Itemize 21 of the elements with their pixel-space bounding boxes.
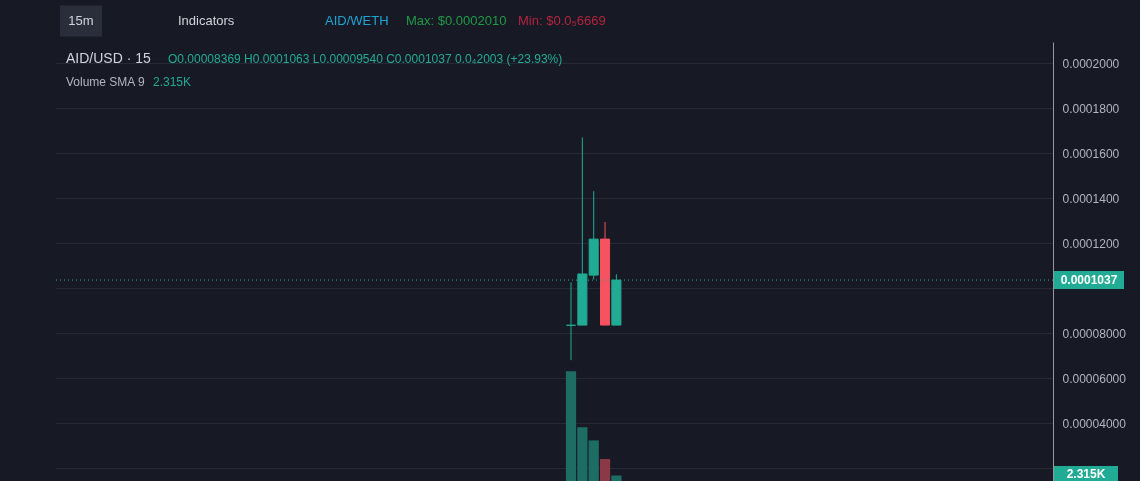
text: Min: $0.0₅6669 <box>518 13 606 28</box>
ref-line-label: 0.0001037 <box>1060 273 1118 288</box>
text: AID/USD · 15 <box>66 50 152 66</box>
bar <box>588 440 599 481</box>
text: Max: $0.0002010 <box>406 13 507 28</box>
bar <box>599 459 611 481</box>
text: AID/WETH <box>325 13 389 28</box>
y-tick-label: 0.0001600 <box>1062 146 1120 161</box>
y-tick-label: 0.00006000 <box>1062 371 1127 386</box>
text: 2.315K <box>1066 467 1106 481</box>
text: Indicators <box>178 13 235 28</box>
y-tick-label: 0.00004000 <box>1062 416 1127 431</box>
y-tick-label: 0.0001200 <box>1062 236 1120 251</box>
y-tick-label: 0.0001400 <box>1062 191 1120 206</box>
annotation: Volume SMA 9 <box>66 75 146 89</box>
annotation: O0.00008369 H0.0001063 L0.00009540 C0.0001037 0.0₄2003 (+23.93%) <box>168 52 563 66</box>
y-tick-label: 0.0001800 <box>1062 101 1120 116</box>
annotation: 2.315K <box>153 75 192 89</box>
text: 15m <box>68 13 94 28</box>
y-tick-label: 0.00008000 <box>1062 326 1127 341</box>
y-tick-label: 0.0002000 <box>1062 56 1120 71</box>
